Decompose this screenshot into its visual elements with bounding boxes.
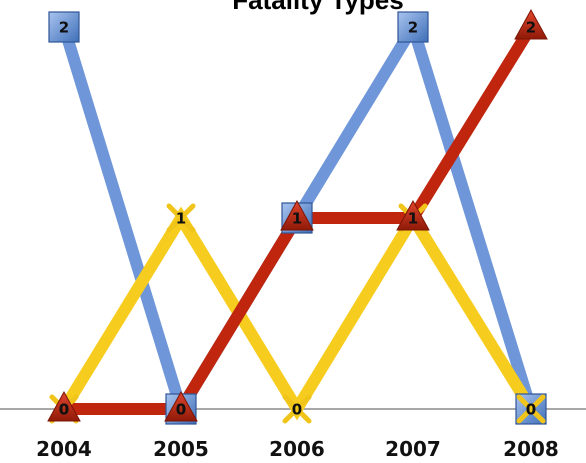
data-label: 2: [408, 19, 418, 37]
square-marker: [397, 11, 429, 43]
x-tick-label: 2008: [503, 437, 559, 461]
square-marker: [48, 11, 80, 43]
data-label: 0: [176, 401, 186, 419]
data-label: 1: [408, 210, 418, 228]
triangle-marker: [514, 8, 548, 40]
triangle-marker: [164, 390, 198, 422]
data-label: 2: [59, 19, 69, 37]
triangle-marker: [280, 199, 314, 231]
data-label: 2: [526, 19, 536, 37]
x-tick-labels: 2004 2005 2006 2007 2008: [36, 437, 559, 461]
x-tick-label: 2006: [269, 437, 325, 461]
data-label: 0: [176, 401, 186, 419]
chart-title: Fatality Types: [232, 0, 403, 15]
x-tick-label: 2005: [153, 437, 209, 461]
x-marker: [282, 394, 312, 424]
data-label: 0: [526, 401, 536, 419]
data-label: 1: [408, 210, 418, 228]
x-marker: [516, 394, 546, 424]
data-label: 1: [292, 210, 302, 228]
triangle-marker: [396, 199, 430, 231]
marker-layer: [47, 8, 548, 425]
data-label: 1: [292, 210, 302, 228]
data-label: 0: [292, 401, 302, 419]
data-label: 0: [526, 401, 536, 419]
triangle-marker: [47, 390, 81, 422]
data-label: 0: [59, 401, 69, 419]
x-tick-label: 2004: [36, 437, 92, 461]
x-tick-label: 2007: [385, 437, 441, 461]
data-label: 1: [176, 210, 186, 228]
x-marker: [166, 203, 196, 233]
data-label: 0: [59, 401, 69, 419]
